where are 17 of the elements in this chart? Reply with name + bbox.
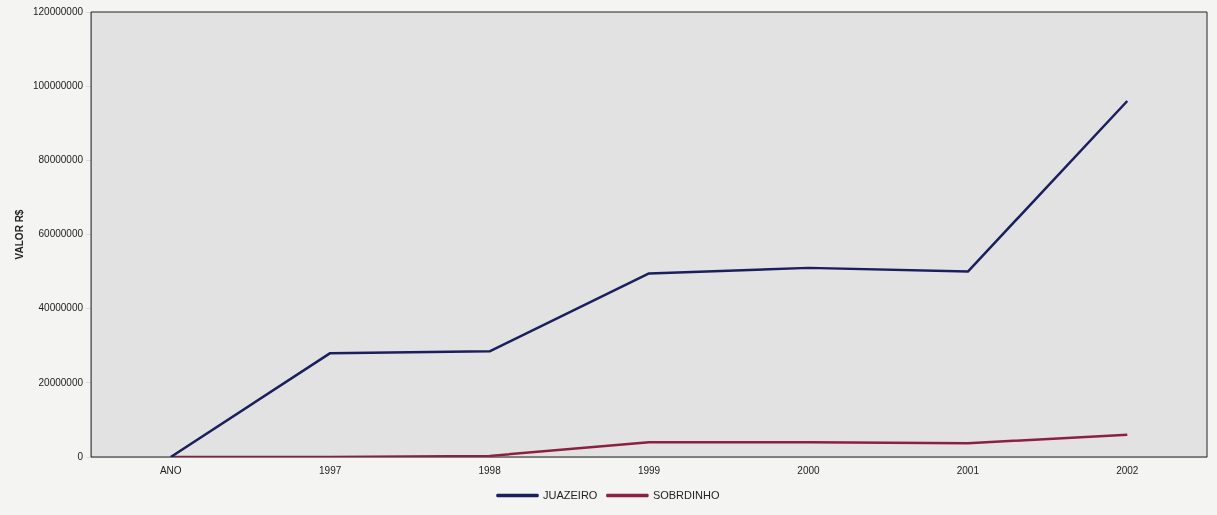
y-tick-label: 100000000 — [32, 79, 84, 91]
y-tick-label: 120000000 — [32, 5, 84, 17]
y-tick-label: 40000000 — [38, 302, 84, 314]
y-tick-label: 60000000 — [38, 228, 84, 240]
x-tick-label: 2000 — [797, 464, 821, 476]
x-tick-label: 2001 — [956, 464, 980, 476]
x-tick-label: 1997 — [319, 464, 342, 476]
x-tick-label: 1998 — [478, 464, 502, 476]
y-axis-title: VALOR R$ — [13, 209, 25, 260]
x-tick-label: 1999 — [637, 464, 661, 476]
legend-label: JUAZEIRO — [542, 488, 598, 501]
y-tick-label: 20000000 — [38, 376, 84, 388]
y-tick-label: 80000000 — [38, 154, 84, 166]
x-tick-label: 2002 — [1116, 464, 1139, 476]
y-tick-label: 0 — [77, 450, 84, 462]
x-tick-label: ANO — [159, 464, 182, 476]
legend-label: SOBRDINHO — [652, 488, 720, 501]
